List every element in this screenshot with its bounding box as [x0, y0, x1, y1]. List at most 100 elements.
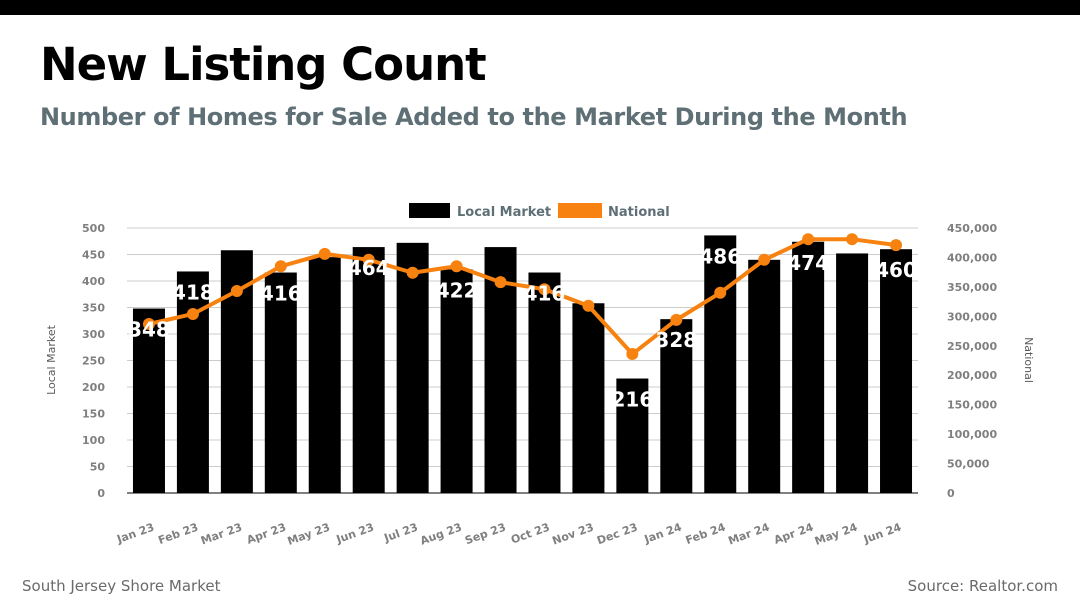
y-tick-label: 100 — [82, 434, 105, 447]
y2-tick-label: 300,000 — [947, 310, 997, 323]
bar-mar-24 — [748, 259, 781, 493]
data-label-apr-24: 474 — [787, 251, 829, 275]
bar-jun-23 — [352, 247, 385, 493]
national-point-mar-24 — [758, 253, 771, 266]
x-tick-label: Aug 23 — [418, 521, 463, 548]
bar-oct-23 — [528, 272, 561, 493]
y-tick-label: 200 — [82, 381, 105, 394]
data-label-jan-23: 348 — [128, 318, 170, 342]
y-tick-label: 400 — [82, 275, 105, 288]
y2-tick-label: 50,000 — [947, 458, 990, 471]
bar-dec-23 — [616, 378, 649, 493]
x-tick-label: Jun 23 — [334, 521, 376, 547]
legend-label-national: National — [608, 205, 670, 220]
page-title: New Listing Count — [40, 38, 487, 91]
national-point-dec-23 — [626, 348, 639, 361]
y-axis-left-title: Local Market — [45, 324, 58, 395]
x-tick-label: Nov 23 — [551, 521, 596, 548]
top-bar — [0, 0, 1080, 15]
x-tick-label: Oct 23 — [509, 521, 551, 547]
national-point-may-23 — [318, 247, 331, 260]
data-label-aug-23: 422 — [436, 278, 478, 302]
x-tick-label: Dec 23 — [595, 521, 639, 548]
data-label-jun-24: 460 — [875, 258, 917, 282]
y2-tick-label: 150,000 — [947, 399, 997, 412]
x-tick-label: Sep 23 — [463, 521, 507, 548]
y2-tick-label: 0 — [947, 487, 955, 500]
source-note: Source: Realtor.com — [907, 577, 1058, 595]
market-name: South Jersey Shore Market — [22, 577, 221, 595]
national-point-oct-23 — [538, 283, 551, 296]
y2-tick-label: 400,000 — [947, 251, 997, 264]
national-point-jun-24 — [890, 239, 903, 252]
national-point-may-24 — [846, 233, 859, 246]
page-subtitle: Number of Homes for Sale Added to the Ma… — [40, 103, 908, 131]
national-point-nov-23 — [582, 299, 595, 312]
national-point-aug-23 — [450, 260, 463, 273]
national-point-apr-24 — [802, 233, 815, 246]
legend: Local Market National — [409, 203, 670, 220]
bar-may-24 — [836, 253, 869, 493]
data-label-jan-24: 328 — [655, 328, 697, 352]
gridlines — [127, 227, 918, 494]
y-axis-right-ticks: 0 50,000 100,000 150,000 200,000 250,000 300,0… — [947, 222, 997, 500]
x-tick-label: Apr 23 — [245, 521, 288, 547]
y2-tick-label: 250,000 — [947, 340, 997, 353]
national-point-feb-23 — [186, 307, 199, 320]
data-label-feb-24: 486 — [699, 244, 741, 268]
y-tick-label: 300 — [82, 328, 105, 341]
bar-apr-23 — [264, 272, 297, 493]
x-tick-label: Apr 24 — [772, 520, 815, 546]
legend-swatch-national — [558, 203, 602, 218]
x-tick-label: Jan 24 — [642, 520, 684, 546]
bar-feb-24 — [704, 235, 737, 494]
x-tick-label: Jan 23 — [114, 521, 156, 547]
y-tick-label: 50 — [90, 461, 106, 474]
data-label-feb-23: 418 — [172, 280, 214, 304]
y-tick-label: 500 — [82, 222, 105, 235]
x-tick-label: May 24 — [813, 520, 859, 547]
bar-nov-23 — [572, 303, 605, 493]
y-tick-label: 250 — [82, 355, 105, 368]
x-tick-label: Mar 24 — [726, 520, 771, 547]
y2-tick-label: 200,000 — [947, 369, 997, 382]
national-point-feb-24 — [714, 286, 727, 299]
data-label-jun-23: 464 — [348, 256, 390, 280]
national-point-jan-24 — [670, 313, 683, 326]
x-tick-label: Jun 24 — [861, 520, 903, 546]
bar-jan-23 — [132, 308, 165, 493]
data-label-apr-23: 416 — [260, 282, 302, 306]
national-line — [148, 237, 897, 357]
y-axis-left-ticks: 0 50 100 150 200 250 300 350 400 450 500 — [82, 222, 105, 500]
y-axis-right-title: National — [1022, 337, 1035, 383]
y2-tick-label: 350,000 — [947, 281, 997, 294]
bar-aug-23 — [440, 269, 473, 493]
national-point-apr-23 — [274, 260, 287, 273]
bar-apr-24 — [792, 241, 825, 493]
legend-swatch-local-market — [409, 203, 450, 218]
y-tick-label: 150 — [82, 408, 105, 421]
x-tick-label: Mar 23 — [199, 521, 244, 548]
bar-may-23 — [308, 257, 341, 493]
x-tick-label: Jul 23 — [382, 521, 420, 545]
x-tick-label: Feb 24 — [684, 520, 728, 547]
y-tick-label: 0 — [97, 487, 105, 500]
bar-jan-24 — [660, 319, 693, 493]
x-tick-label: Feb 23 — [156, 521, 199, 547]
data-label-dec-23: 216 — [611, 388, 653, 412]
bar-jun-24 — [880, 249, 913, 493]
line-national — [142, 233, 903, 361]
bar-feb-23 — [176, 271, 209, 493]
national-point-mar-23 — [230, 285, 243, 298]
data-label-oct-23: 416 — [524, 282, 566, 306]
national-point-jul-23 — [406, 266, 419, 279]
national-point-jan-23 — [142, 317, 155, 330]
y2-tick-label: 100,000 — [947, 428, 997, 441]
bar-jul-23 — [396, 242, 429, 493]
y-tick-label: 450 — [82, 249, 105, 262]
legend-label-local-market: Local Market — [457, 205, 551, 220]
national-point-sep-23 — [494, 276, 507, 289]
